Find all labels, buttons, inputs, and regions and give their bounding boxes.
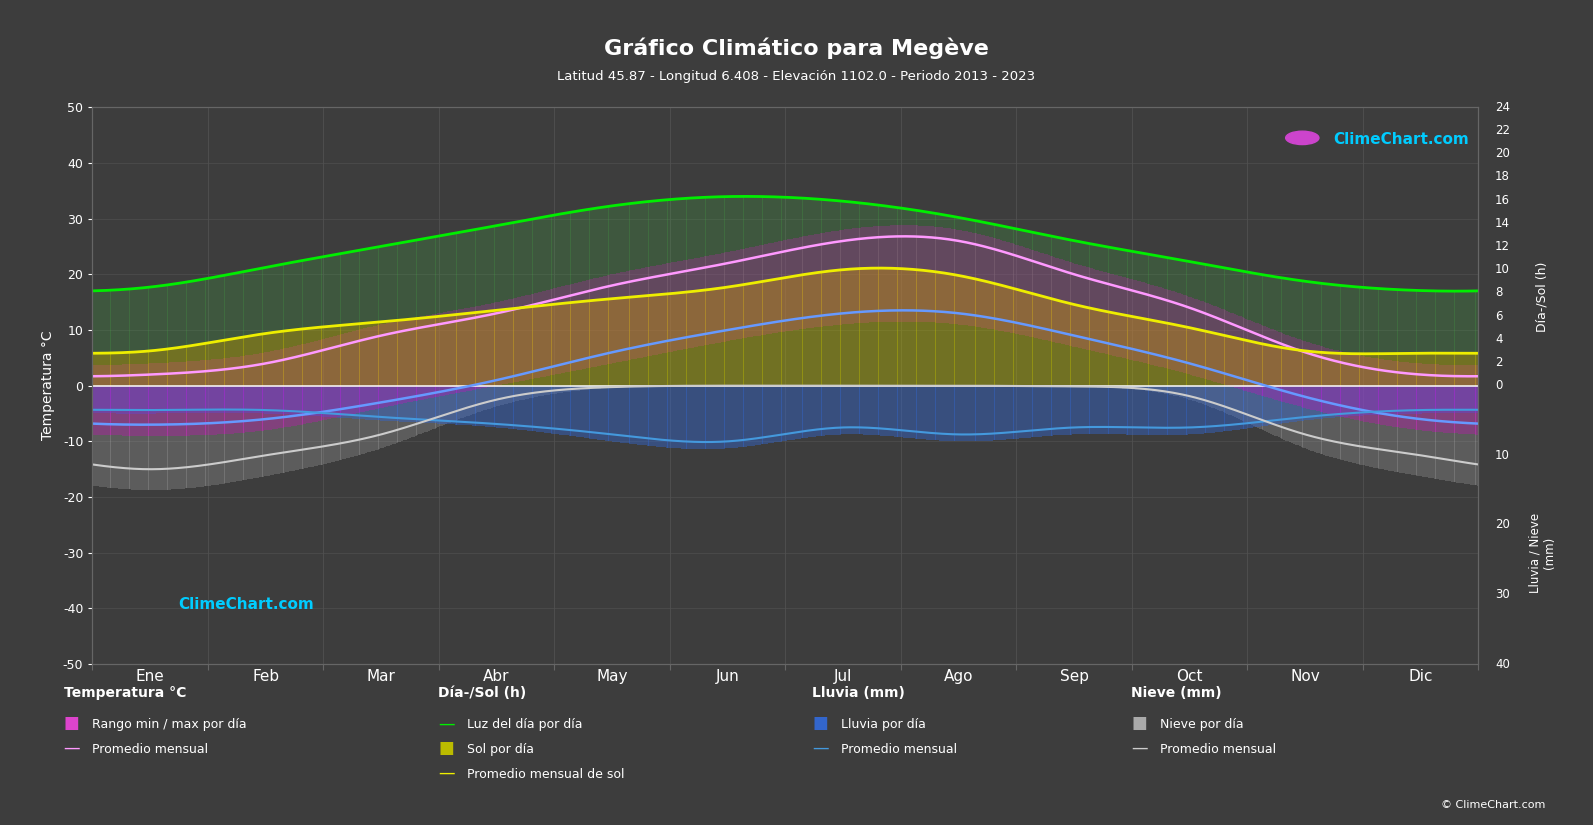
- Text: Promedio mensual de sol: Promedio mensual de sol: [467, 768, 624, 781]
- Text: 0: 0: [1494, 380, 1502, 392]
- Text: 40: 40: [1494, 658, 1510, 671]
- Text: 14: 14: [1494, 217, 1510, 230]
- Text: ■: ■: [1131, 714, 1147, 733]
- Text: 10: 10: [1494, 263, 1510, 276]
- Text: ■: ■: [438, 739, 454, 757]
- Text: © ClimeChart.com: © ClimeChart.com: [1440, 800, 1545, 810]
- Text: Día-/Sol (h): Día-/Sol (h): [1536, 262, 1548, 332]
- Text: ■: ■: [812, 714, 828, 733]
- Text: Nieve (mm): Nieve (mm): [1131, 686, 1222, 700]
- Text: 8: 8: [1494, 286, 1502, 299]
- Text: 10: 10: [1494, 449, 1510, 462]
- Text: —: —: [438, 714, 454, 733]
- Text: Temperatura °C: Temperatura °C: [64, 686, 186, 700]
- Text: Gráfico Climático para Megève: Gráfico Climático para Megève: [604, 37, 989, 59]
- Text: 4: 4: [1494, 332, 1502, 346]
- Text: Lluvia por día: Lluvia por día: [841, 719, 926, 732]
- Circle shape: [1286, 131, 1319, 144]
- Text: Nieve por día: Nieve por día: [1160, 719, 1243, 732]
- Text: Sol por día: Sol por día: [467, 743, 534, 757]
- Text: Rango min / max por día: Rango min / max por día: [92, 719, 247, 732]
- Text: 2: 2: [1494, 356, 1502, 369]
- Text: Promedio mensual: Promedio mensual: [1160, 743, 1276, 757]
- Text: ■: ■: [64, 714, 80, 733]
- Text: ClimeChart.com: ClimeChart.com: [1333, 132, 1469, 148]
- Text: —: —: [1131, 739, 1147, 757]
- Text: 12: 12: [1494, 240, 1510, 253]
- Text: Promedio mensual: Promedio mensual: [92, 743, 209, 757]
- Text: Promedio mensual: Promedio mensual: [841, 743, 957, 757]
- Text: —: —: [64, 739, 80, 757]
- Text: 20: 20: [1494, 147, 1510, 160]
- Text: 20: 20: [1494, 518, 1510, 531]
- Text: Latitud 45.87 - Longitud 6.408 - Elevación 1102.0 - Periodo 2013 - 2023: Latitud 45.87 - Longitud 6.408 - Elevaci…: [558, 70, 1035, 83]
- Text: 30: 30: [1494, 588, 1510, 601]
- Text: Luz del día por día: Luz del día por día: [467, 719, 583, 732]
- Text: 22: 22: [1494, 124, 1510, 137]
- Text: Lluvia (mm): Lluvia (mm): [812, 686, 905, 700]
- Text: 18: 18: [1494, 170, 1510, 183]
- Text: —: —: [812, 739, 828, 757]
- Text: Día-/Sol (h): Día-/Sol (h): [438, 686, 526, 700]
- Text: ClimeChart.com: ClimeChart.com: [178, 597, 314, 612]
- Text: 16: 16: [1494, 194, 1510, 206]
- Text: Lluvia / Nieve
(mm): Lluvia / Nieve (mm): [1528, 512, 1556, 593]
- Text: 24: 24: [1494, 101, 1510, 114]
- Text: —: —: [438, 764, 454, 782]
- Text: 6: 6: [1494, 309, 1502, 323]
- Y-axis label: Temperatura °C: Temperatura °C: [40, 331, 54, 441]
